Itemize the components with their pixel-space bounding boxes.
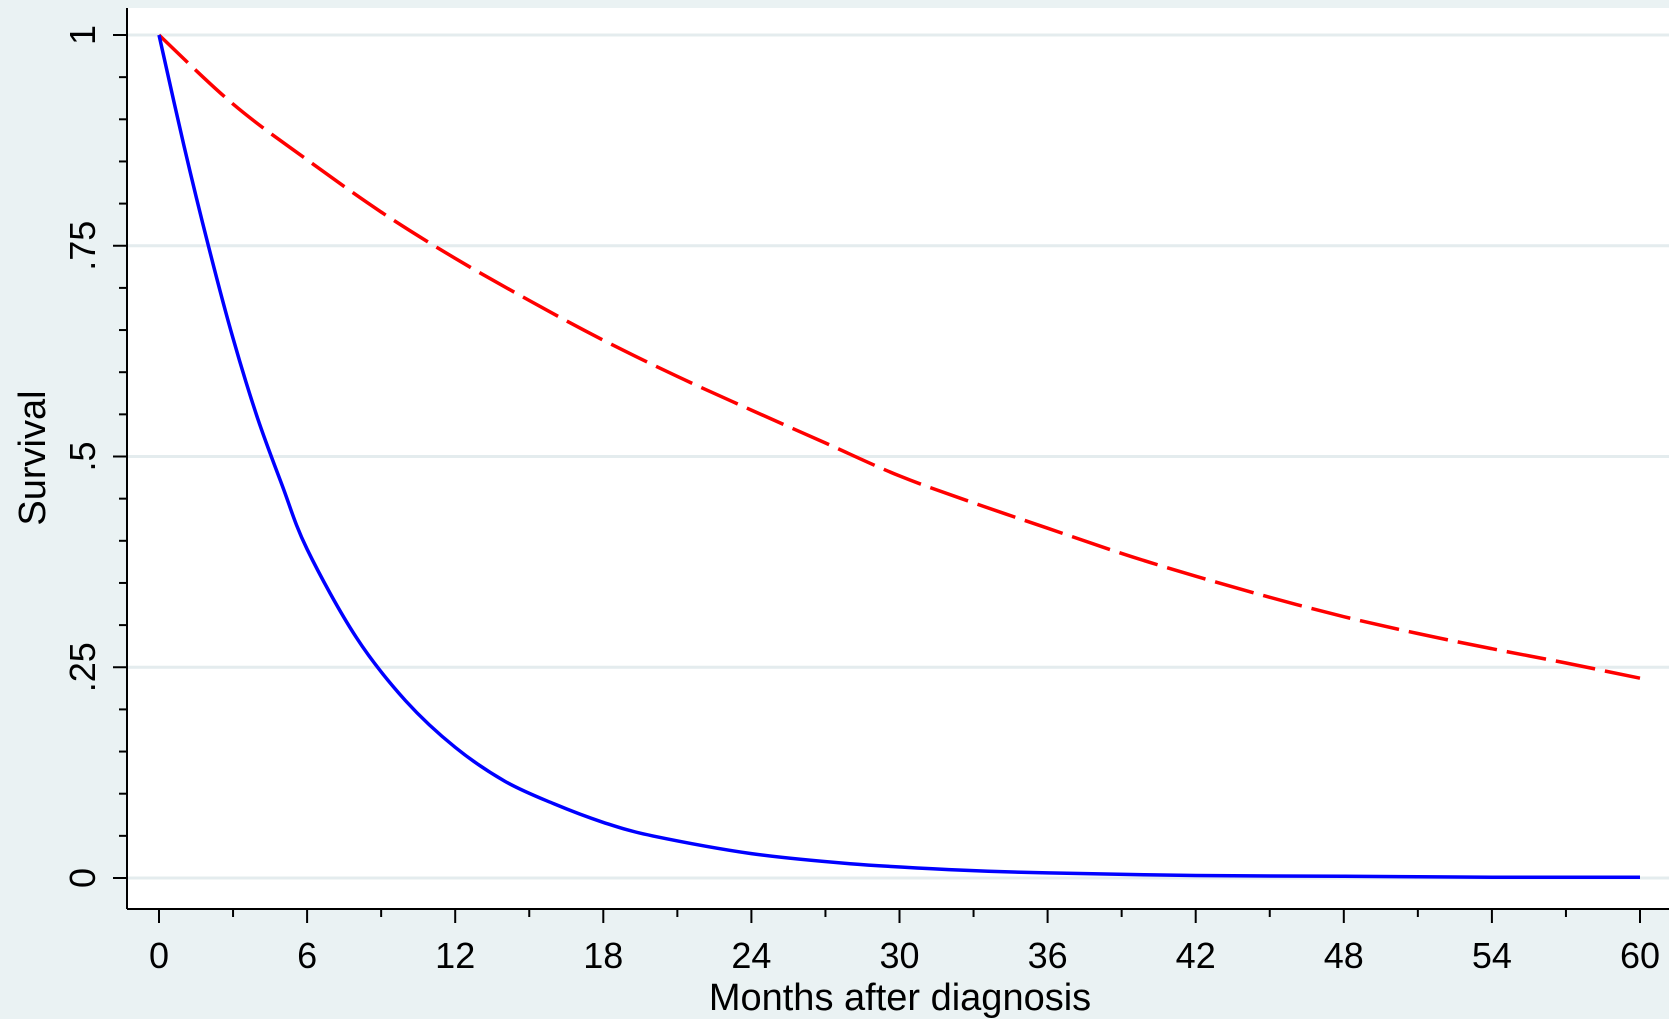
x-tick-label: 48 (1324, 935, 1364, 976)
y-tick-label: .5 (62, 441, 103, 471)
axes-ticks: 0 .25 .5 .75 1 0 6 12 18 24 30 36 42 48 54 60 (62, 25, 1660, 976)
x-tick-label: 0 (149, 935, 169, 976)
x-tick-label: 12 (435, 935, 475, 976)
x-tick-label: 42 (1176, 935, 1216, 976)
series-line-dashed (157, 33, 1641, 680)
series-lines (157, 33, 1641, 879)
x-tick-label: 6 (297, 935, 317, 976)
series-line-solid (157, 34, 1641, 879)
y-axis-title: Survival (12, 390, 54, 525)
plot-area (127, 8, 1669, 909)
x-tick-label: 30 (879, 935, 919, 976)
x-tick-label: 36 (1028, 935, 1068, 976)
x-tick-label: 18 (583, 935, 623, 976)
x-tick-label: 24 (731, 935, 771, 976)
y-tick-label: 1 (62, 25, 103, 45)
y-tick-label: 0 (62, 868, 103, 888)
x-axis-title: Months after diagnosis (709, 977, 1091, 1019)
x-tick-label: 60 (1620, 935, 1660, 976)
x-tick-label: 54 (1472, 935, 1512, 976)
y-tick-label: .75 (62, 221, 103, 271)
y-tick-label: .25 (62, 642, 103, 692)
